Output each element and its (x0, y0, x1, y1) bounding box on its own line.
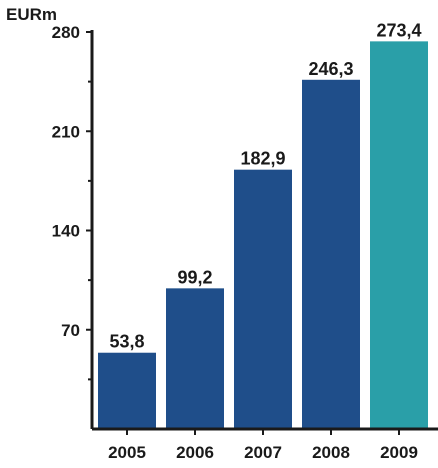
bar-value-label-2006: 99,2 (177, 267, 212, 287)
y-axis-tick-label: 70 (61, 321, 80, 340)
y-axis-unit-label: EURm (6, 5, 57, 24)
x-axis-tick-label-2009: 2009 (380, 443, 418, 462)
y-axis-tick-label: 280 (52, 23, 80, 42)
y-axis-tick-label: 210 (52, 122, 80, 141)
bars (98, 41, 428, 430)
bar-value-label-2009: 273,4 (376, 20, 421, 40)
bar-2009 (370, 41, 428, 430)
x-axis-tick-label-2007: 2007 (244, 443, 282, 462)
bar-value-label-2005: 53,8 (109, 332, 144, 352)
x-axis-tick-label-2006: 2006 (176, 443, 214, 462)
y-axis-ticks: 70 140 210 280 (52, 23, 92, 381)
bar-2006 (166, 288, 224, 429)
x-axis-labels: 2005 2006 2007 2008 2009 (108, 429, 418, 462)
value-labels: 53,8 99,2 182,9 246,3 273,4 (109, 20, 421, 351)
x-axis-tick-label-2005: 2005 (108, 443, 146, 462)
bar-2008 (302, 79, 360, 429)
bar-2005 (98, 352, 156, 429)
bar-value-label-2008: 246,3 (308, 59, 353, 79)
x-axis-tick-label-2008: 2008 (312, 443, 350, 462)
bar-value-label-2007: 182,9 (240, 149, 285, 169)
y-axis-tick-label: 140 (52, 222, 80, 241)
bar-2007 (234, 169, 292, 429)
